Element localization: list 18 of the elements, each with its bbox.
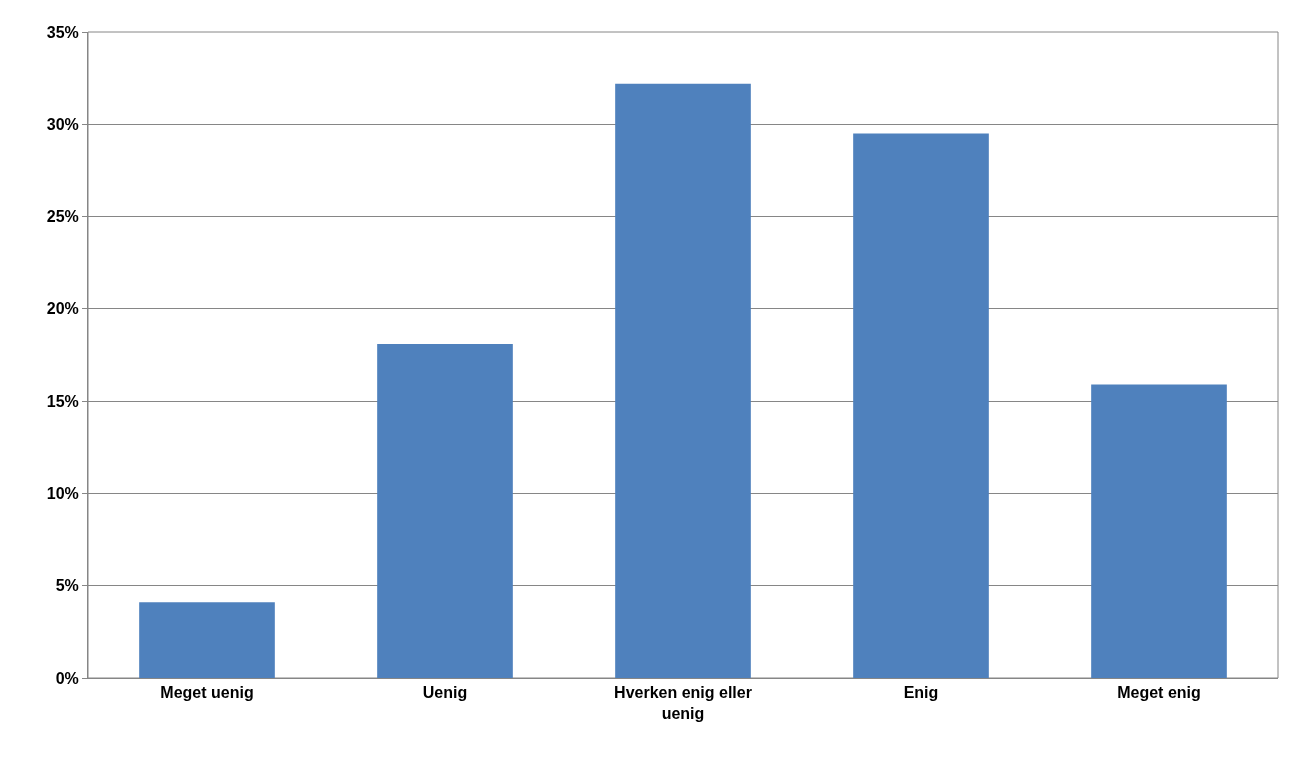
y-tick-label: 5% [55, 577, 79, 595]
y-tick-label: 10% [46, 485, 79, 503]
bar [853, 133, 989, 678]
y-tick-label: 30% [46, 115, 79, 133]
y-tick-label: 15% [46, 392, 79, 410]
bar [1091, 384, 1227, 678]
y-tick-label: 20% [46, 300, 79, 318]
x-tick-label: Uenig [422, 684, 468, 702]
bar [377, 343, 513, 678]
y-tick-label: 35% [46, 23, 79, 41]
x-tick-label: Enig [903, 684, 939, 702]
bar [139, 602, 275, 678]
y-tick-label: 25% [46, 208, 79, 226]
x-tick-label: Meget uenig [160, 684, 254, 702]
x-tick-label: Hverken enig eller uenig [614, 684, 752, 722]
y-tick-label: 0% [55, 669, 79, 687]
x-tick-label: Meget enig [1117, 684, 1201, 702]
bar [615, 83, 751, 678]
